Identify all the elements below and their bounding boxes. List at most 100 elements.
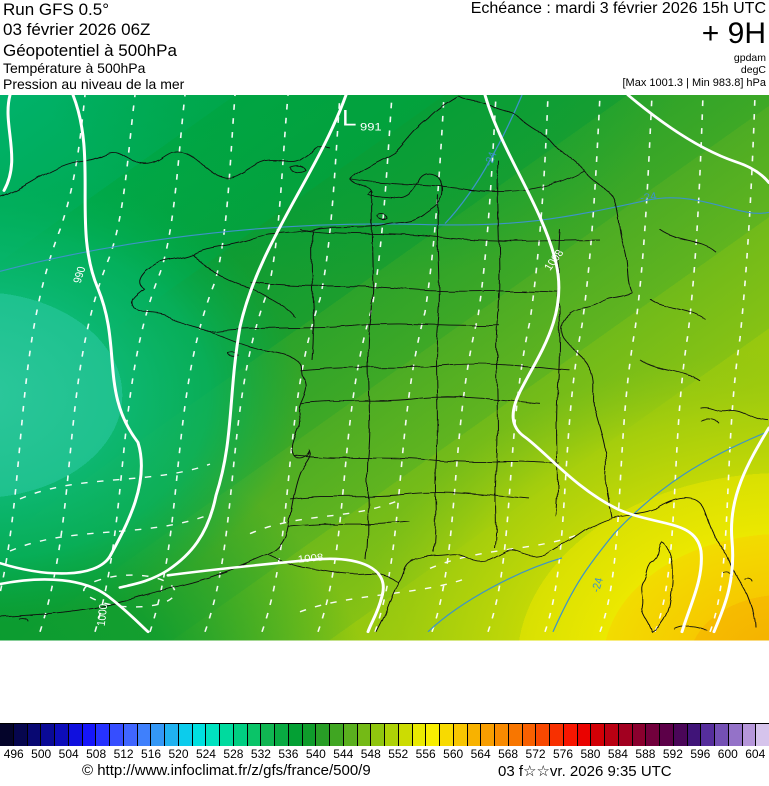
colorbar-cell [550,724,563,746]
colorbar-tick: 580 [580,747,601,761]
colorbar-cell [261,724,274,746]
param-pressure: Pression au niveau de la mer [3,76,185,92]
colorbar-tick: 564 [470,747,491,761]
colorbar-tick: 536 [278,747,299,761]
colorbar-cell [577,724,591,746]
colorbar-cell [673,724,687,746]
colorbar-cell [591,724,604,746]
colorbar-cell [68,724,82,746]
lead-time-label: + 9H [701,17,766,50]
colorbar-cell [165,724,178,746]
colorbar-tick: 544 [333,747,354,761]
unit-gpdam: gpdam [733,52,766,64]
colorbar-tick: 524 [195,747,216,761]
colorbar-cell [508,724,522,746]
run-title: Run GFS 0.5° [3,0,110,19]
colorbar-cell [13,724,27,746]
colorbar-cell [660,724,673,746]
colorbar-tick: 596 [690,747,711,761]
colorbar-cell [41,724,54,746]
low-symbol: L [342,106,356,131]
param-temperature: Température à 500hPa [3,60,146,76]
colorbar-tick: 500 [31,747,52,761]
isobar-label-1000: 1000 [95,603,110,626]
colorbar-cell [178,724,192,746]
dashed-isobar-lines [0,94,756,633]
colorbar-cell [247,724,261,746]
colorbar-tick: 592 [662,747,683,761]
colorbar-tick: 496 [3,747,24,761]
echeance-label: Echéance : mardi 3 février 2026 15h UTC [470,0,766,17]
colorbar-cell [440,724,453,746]
run-date: 03 février 2026 06Z [3,20,151,39]
low-value: 991 [360,120,382,133]
coastline-borders [0,95,769,633]
isotherm-label-1: -24 [482,151,500,168]
colorbar-tick: 504 [58,747,79,761]
colorbar-cell [275,724,288,746]
colorbar-cell [302,724,316,746]
colorbar-cell [687,724,701,746]
minmax-pressure: [Max 1001.3 | Min 983.8] hPa [622,77,767,89]
isotherm-label-3: -24 [590,577,606,594]
colorbar-tick: 512 [113,747,134,761]
footer-datetime: 03 f☆☆vr. 2026 9:35 UTC [498,763,672,780]
colorbar-tick: 540 [305,747,326,761]
colorbar-cell [605,724,618,746]
colorbar-cell [316,724,329,746]
colorbar-cell [412,724,426,746]
colorbar-cell [715,724,728,746]
colorbar-cell [288,724,302,746]
copyright-url: © http://www.infoclimat.fr/z/gfs/france/… [82,762,371,779]
colorbar-tick: 576 [553,747,574,761]
weather-map-svg: L 991 990 1000 1008 1008 -24 -24 -24 [0,93,769,641]
colorbar-cell [646,724,659,746]
colorbar-cell [385,724,398,746]
colorbar-tick: 516 [141,747,162,761]
colorbar-cell [27,724,41,746]
colorbar-tick: 568 [498,747,519,761]
colorbar-cell [123,724,137,746]
isobar-label-1008-south: 1008 [297,552,324,565]
colorbar-cell [110,724,123,746]
colorbar-cell [398,724,412,746]
colorbar-cell [233,724,247,746]
colorbar [0,723,769,746]
colorbar-tick: 600 [717,747,738,761]
colorbar-cell [728,724,742,746]
colorbar-tick: 520 [168,747,189,761]
isotherm-label-2: -24 [639,191,658,204]
colorbar-tick: 604 [745,747,766,761]
colorbar-cell [481,724,494,746]
colorbar-tick: 528 [223,747,244,761]
isobar-lines [0,93,769,634]
colorbar-cell [453,724,467,746]
colorbar-cell [151,724,164,746]
weather-map: L 991 990 1000 1008 1008 -24 -24 -24 [0,93,769,723]
colorbar-cell [426,724,439,746]
colorbar-cell [137,724,151,746]
param-geopotential: Géopotentiel à 500hPa [3,41,177,60]
colorbar-tick: 556 [415,747,436,761]
colorbar-cell [618,724,632,746]
colorbar-cell [0,724,13,746]
colorbar-cell [220,724,233,746]
colorbar-cell [343,724,357,746]
colorbar-cell [756,724,769,746]
colorbar-cell [55,724,68,746]
colorbar-cell [96,724,109,746]
colorbar-cell [632,724,646,746]
colorbar-cell [330,724,343,746]
colorbar-cell [467,724,481,746]
colorbar-cell [192,724,206,746]
colorbar-cell [495,724,508,746]
isotherm-lines [0,94,769,633]
colorbar-cell [742,724,756,746]
colorbar-tick: 532 [250,747,271,761]
colorbar-tick: 588 [635,747,656,761]
colorbar-ticks: 496 500 504 508 512 516 520 524 528 532 536 540 544 5… [0,747,769,763]
colorbar-tick: 548 [360,747,381,761]
colorbar-tick: 584 [607,747,628,761]
colorbar-cell [357,724,371,746]
